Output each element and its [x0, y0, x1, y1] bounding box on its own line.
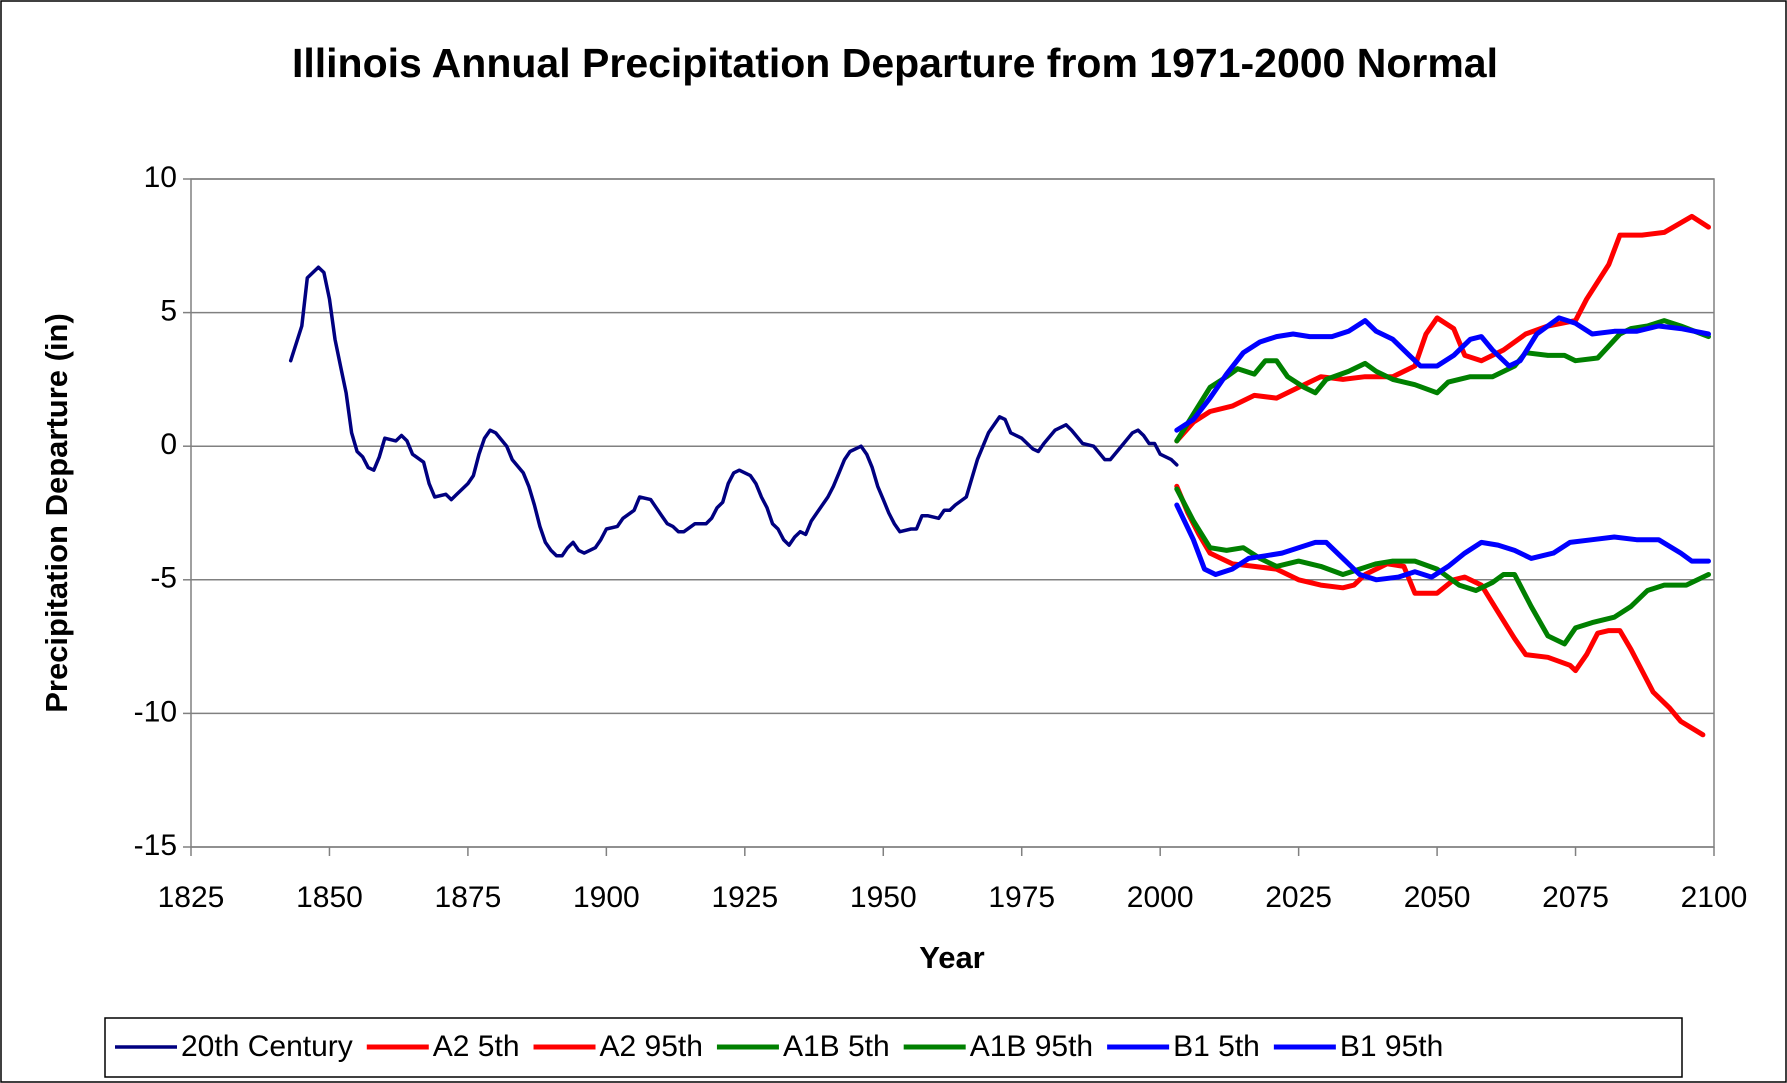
x-tick-label: 1825: [158, 881, 225, 914]
x-tick-label: 2100: [1681, 881, 1748, 914]
legend-label: B1 95th: [1340, 1030, 1443, 1063]
chart-title: Illinois Annual Precipitation Departure …: [292, 40, 1498, 86]
series-line: [1174, 315, 1711, 433]
legend-label: 20th Century: [181, 1030, 353, 1063]
x-tick-label: 1950: [850, 881, 917, 914]
y-tick-label: 10: [144, 161, 177, 194]
x-tick-label: 2000: [1127, 881, 1194, 914]
y-tick-label: 0: [160, 428, 177, 461]
x-tick-label: 1975: [988, 881, 1055, 914]
series-line: [288, 265, 1179, 558]
y-tick-label: -5: [150, 562, 177, 595]
legend-label: B1 5th: [1173, 1030, 1260, 1063]
plot-area: [190, 178, 1715, 848]
y-axis-label: Precipitation Departure (in): [39, 313, 74, 713]
x-tick-label: 2025: [1265, 881, 1332, 914]
series-line: [1174, 502, 1711, 583]
x-axis-label: Year: [919, 940, 985, 975]
series-line: [1174, 213, 1711, 444]
x-tick-label: 2050: [1404, 881, 1471, 914]
series-line: [1174, 483, 1706, 738]
series-line: [1174, 318, 1711, 444]
y-tick-label: -10: [134, 695, 177, 728]
x-tick-label: 1875: [435, 881, 502, 914]
legend-label: A2 95th: [600, 1030, 703, 1063]
x-tick-label: 1900: [573, 881, 640, 914]
x-tick-label: 1925: [711, 881, 778, 914]
legend-label: A2 5th: [433, 1030, 520, 1063]
x-tick-label: 1850: [296, 881, 363, 914]
legend-label: A1B 5th: [783, 1030, 890, 1063]
legend-label: A1B 95th: [970, 1030, 1093, 1063]
y-tick-label: 5: [160, 295, 177, 328]
y-tick-label: -15: [134, 829, 177, 862]
x-tick-label: 2075: [1542, 881, 1609, 914]
